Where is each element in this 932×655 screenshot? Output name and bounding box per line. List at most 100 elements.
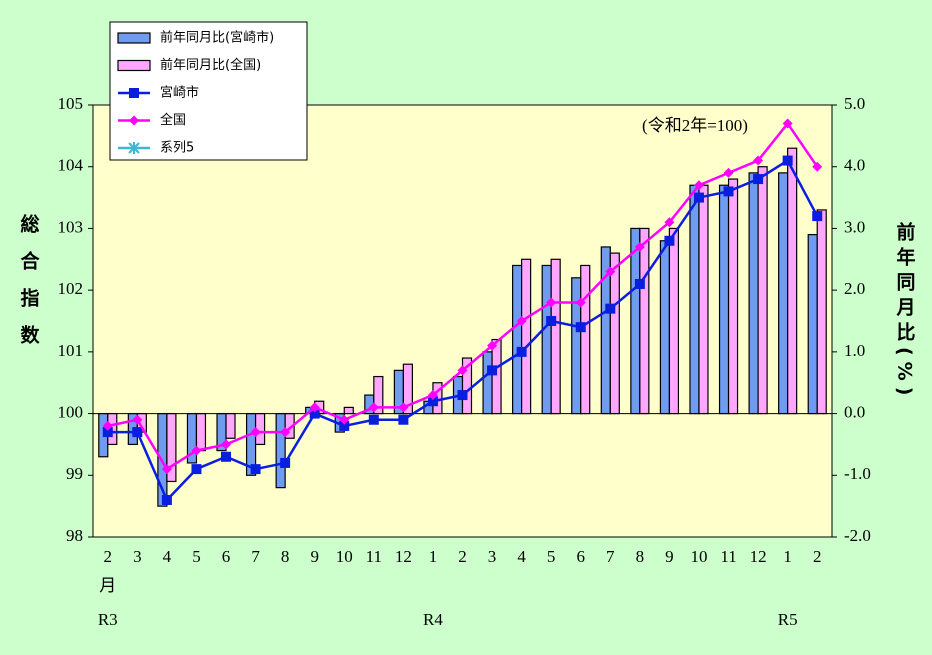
- marker: [280, 427, 291, 438]
- bar: [659, 240, 671, 415]
- bar: [225, 412, 236, 439]
- y-axis-label: 総合指数: [18, 213, 40, 362]
- bar: [816, 209, 827, 415]
- bar: [807, 234, 818, 415]
- y-tick-label: 99: [66, 464, 83, 483]
- marker: [132, 427, 143, 438]
- marker: [723, 186, 734, 197]
- x-tick-label: 11: [366, 547, 382, 566]
- bar: [778, 172, 789, 415]
- marker: [605, 266, 616, 277]
- marker: [516, 346, 527, 357]
- x-tick-label: 12: [750, 547, 767, 566]
- marker: [250, 464, 261, 475]
- y2-tick-label: -1.0: [844, 464, 871, 483]
- legend-label: 前年同月比(全国): [160, 57, 261, 73]
- marker: [309, 402, 320, 413]
- x-tick-label: 8: [281, 547, 290, 566]
- marker: [693, 192, 704, 203]
- annotation: (令和2年=100): [642, 116, 748, 135]
- marker: [782, 155, 793, 166]
- y-tick-label: 102: [58, 279, 84, 298]
- x-tick-label: 7: [251, 547, 260, 566]
- bar: [698, 184, 709, 415]
- x-tick-label: 9: [310, 547, 319, 566]
- bar: [195, 412, 207, 452]
- legend-label: 全国: [160, 112, 186, 128]
- y2-tick-label: 2.0: [844, 279, 865, 298]
- y-tick-label: 104: [58, 156, 84, 175]
- bar: [571, 277, 582, 415]
- marker: [339, 414, 350, 425]
- x-tick-label: 2: [813, 547, 822, 566]
- marker: [161, 464, 172, 475]
- marker: [132, 414, 143, 425]
- y2-tick-label: 3.0: [844, 217, 865, 236]
- bar: [343, 406, 354, 415]
- marker: [812, 161, 823, 172]
- legend-label: 前年同月比(宮崎市): [160, 30, 274, 46]
- x-tick-label: 9: [665, 547, 674, 566]
- x-tick-label: 3: [488, 547, 497, 566]
- marker: [398, 414, 409, 425]
- bar: [580, 264, 591, 415]
- bar: [668, 227, 680, 415]
- marker: [221, 439, 232, 450]
- marker: [753, 155, 764, 166]
- y2-tick-label: 0.0: [844, 402, 865, 421]
- marker: [368, 402, 379, 413]
- marker: [129, 115, 139, 126]
- marker: [575, 297, 586, 308]
- bar: [482, 351, 493, 415]
- marker: [102, 427, 113, 438]
- marker: [102, 420, 113, 431]
- era-label: R5: [778, 610, 798, 629]
- marker: [191, 445, 202, 456]
- x-tick-label: 10: [690, 547, 707, 566]
- x-tick-label: 10: [336, 547, 353, 566]
- bar: [550, 258, 561, 415]
- x-tick-label: 5: [547, 547, 556, 566]
- bar: [718, 184, 730, 415]
- y-tick-label: 100: [58, 402, 84, 421]
- marker: [605, 303, 616, 314]
- x-tick-label: 2: [104, 547, 113, 566]
- y2-tick-label: -2.0: [844, 526, 871, 545]
- bar: [727, 178, 739, 415]
- y-tick-label: 103: [58, 217, 84, 236]
- bar: [748, 172, 759, 415]
- era-label: R3: [98, 610, 118, 629]
- y-tick-label: 105: [58, 94, 84, 113]
- marker: [250, 427, 261, 438]
- marker: [546, 297, 557, 308]
- marker: [280, 457, 291, 468]
- marker: [575, 322, 586, 333]
- marker: [128, 142, 140, 154]
- marker: [723, 167, 734, 178]
- marker: [634, 241, 645, 252]
- month-label: 月: [99, 576, 116, 595]
- y2-tick-label: 5.0: [844, 94, 865, 113]
- bar: [512, 264, 523, 415]
- bar: [630, 227, 641, 415]
- marker: [457, 365, 468, 376]
- bar: [609, 252, 620, 415]
- marker: [753, 174, 764, 185]
- bar: [639, 227, 650, 415]
- x-tick-label: 3: [133, 547, 142, 566]
- marker: [309, 408, 320, 419]
- marker: [782, 118, 793, 129]
- bar: [491, 338, 502, 415]
- x-tick-label: 5: [192, 547, 201, 566]
- bar: [275, 412, 286, 489]
- x-tick-label: 1: [783, 547, 792, 566]
- x-tick-label: 2: [458, 547, 467, 566]
- marker: [812, 211, 823, 222]
- marker: [634, 278, 645, 289]
- marker: [221, 451, 232, 462]
- marker: [457, 390, 468, 401]
- x-tick-label: 7: [606, 547, 615, 566]
- marker: [368, 414, 379, 425]
- x-tick-label: 4: [517, 547, 526, 566]
